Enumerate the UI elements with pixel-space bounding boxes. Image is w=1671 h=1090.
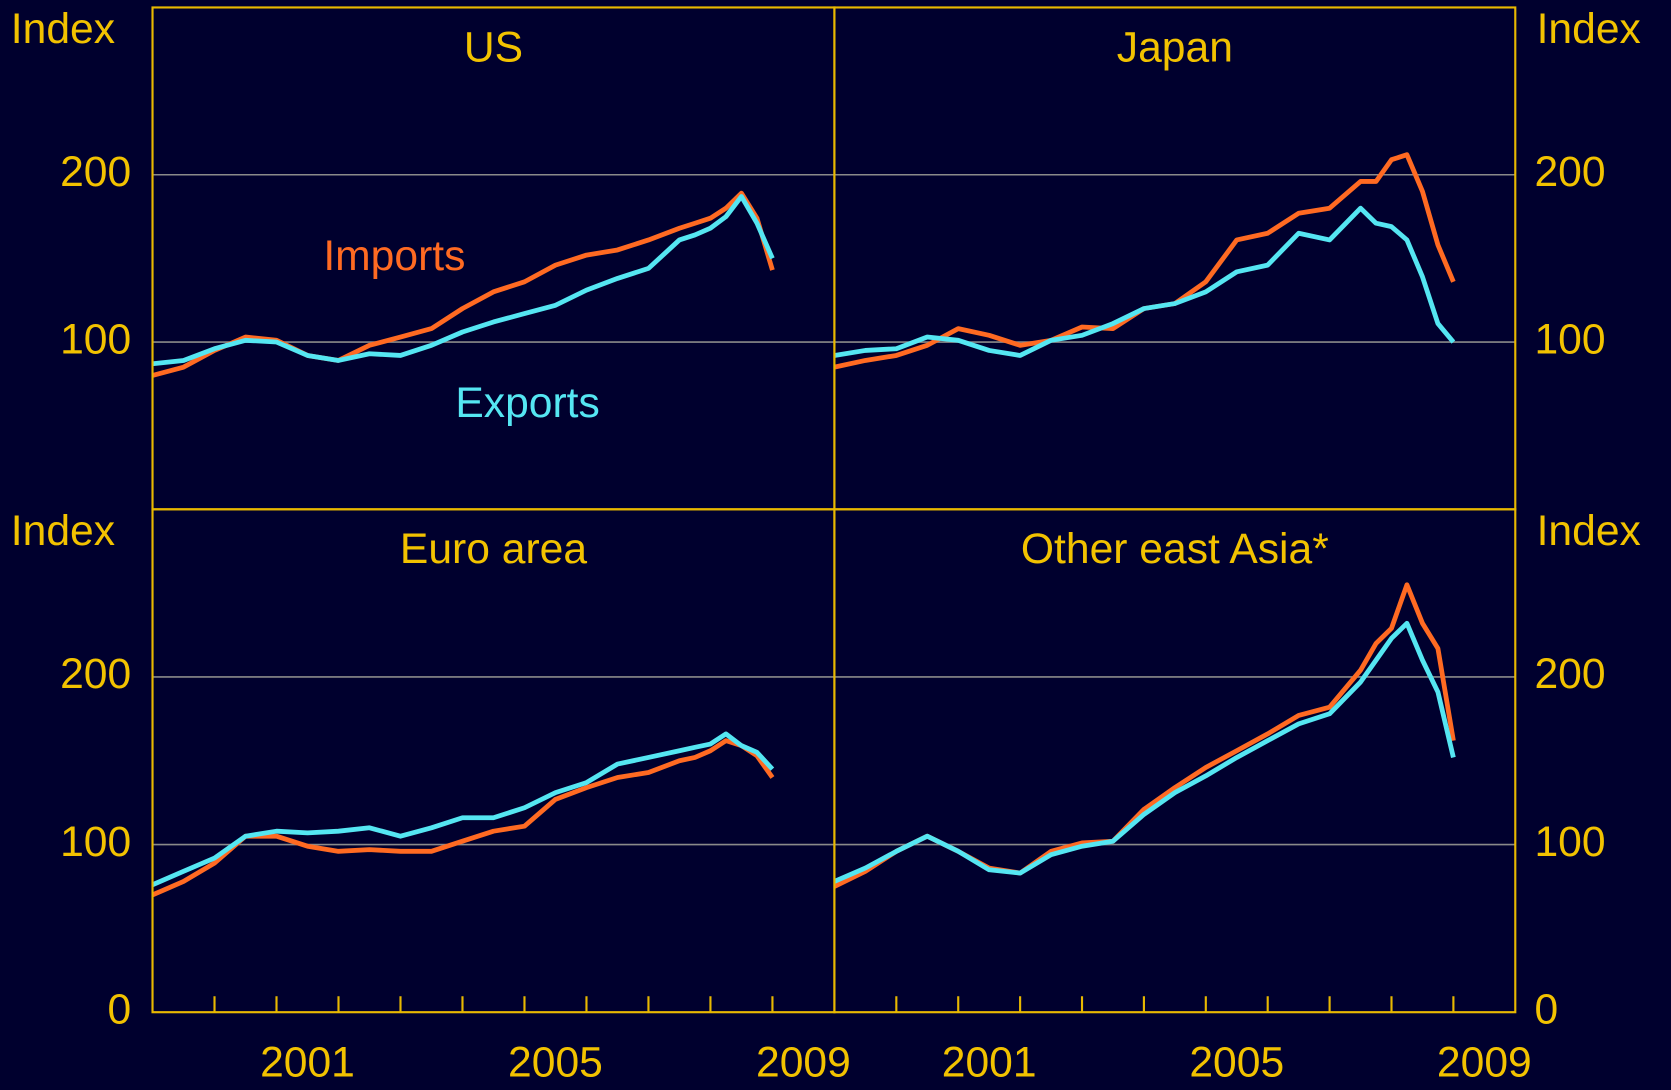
legend-label: Imports [323, 232, 465, 280]
panel-frame [833, 508, 1517, 1014]
y-axis-label: Index [1537, 507, 1641, 555]
y-axis-label: Index [1537, 5, 1641, 53]
x-tick-label: 2009 [1437, 1039, 1532, 1087]
x-tick-label: 2005 [1189, 1039, 1284, 1087]
y-axis-label: Index [11, 507, 115, 555]
y-tick-label: 200 [60, 148, 131, 196]
y-tick-label: 200 [1534, 650, 1605, 698]
series-line [834, 620, 1456, 884]
series-line [152, 731, 775, 887]
panel-title: Euro area [400, 525, 587, 573]
y-tick-label: 0 [1534, 985, 1558, 1033]
x-tick-label: 2001 [942, 1039, 1037, 1087]
y-tick-label: 100 [1534, 315, 1605, 363]
y-tick-label: 100 [60, 315, 131, 363]
series-line [152, 738, 775, 898]
x-tick-label: 2005 [508, 1039, 603, 1087]
y-tick-label: 100 [1534, 818, 1605, 866]
y-tick-label: 200 [1534, 148, 1605, 196]
legend-label: Exports [455, 379, 599, 427]
panel-title: Japan [1117, 23, 1233, 71]
series-line [834, 152, 1456, 370]
series-line [152, 194, 775, 367]
panel-title: US [464, 23, 523, 71]
y-tick-label: 0 [108, 985, 132, 1033]
x-tick-label: 2009 [756, 1039, 851, 1087]
y-tick-label: 100 [60, 818, 131, 866]
x-tick-label: 2001 [260, 1039, 355, 1087]
panel-title: Other east Asia* [1021, 525, 1329, 573]
y-tick-label: 200 [60, 650, 131, 698]
series-line [834, 205, 1456, 358]
y-axis-label: Index [11, 5, 115, 53]
